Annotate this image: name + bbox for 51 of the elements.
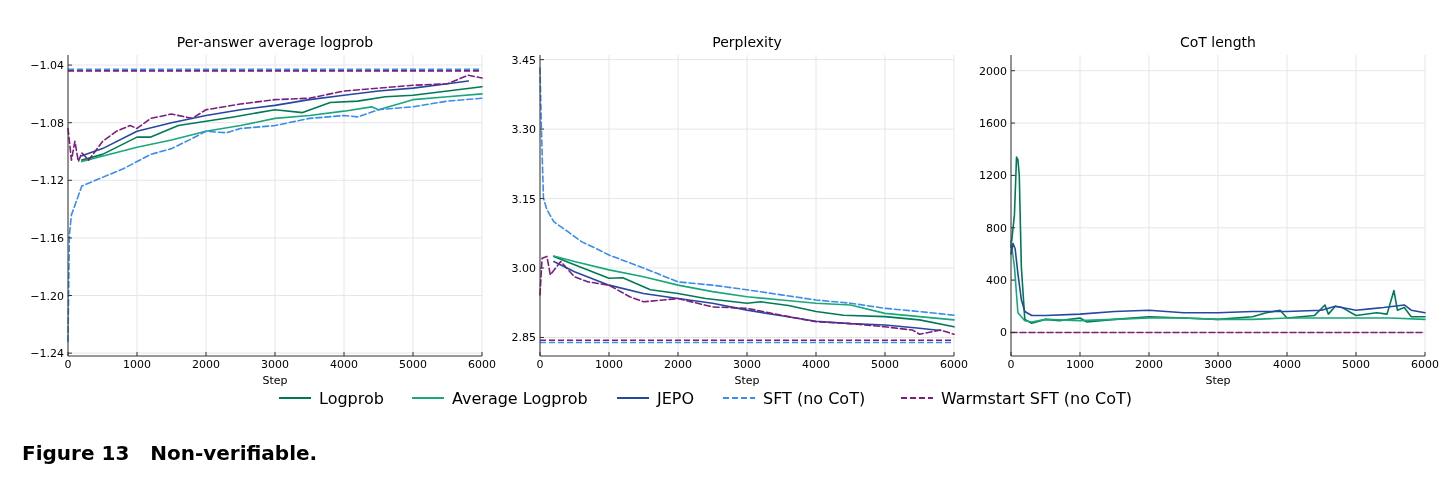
- y-tick-label: 2000: [979, 64, 1007, 78]
- legend-label: SFT (no CoT): [763, 389, 866, 408]
- y-tick-label: −1.04: [30, 59, 64, 73]
- x-tick-label: 6000: [1411, 358, 1439, 371]
- y-tick-label: 1600: [979, 117, 1007, 131]
- y-tick-label: −1.20: [30, 289, 64, 303]
- y-tick-label: 3.00: [511, 262, 536, 276]
- legend-label: Average Logprob: [452, 389, 588, 408]
- y-tick-label: −1.08: [30, 116, 64, 130]
- x-tick-label: 3000: [1204, 358, 1232, 371]
- x-tick-label: 6000: [468, 358, 496, 371]
- caption: Figure 13 Non-verifiable.: [22, 441, 318, 465]
- x-tick-label: 1000: [123, 358, 151, 371]
- y-tick-label: 800: [986, 221, 1007, 235]
- y-tick-label: 400: [986, 274, 1007, 288]
- x-tick-label: 4000: [802, 358, 830, 371]
- x-tick-label: 1000: [595, 358, 623, 371]
- legend-label: Logprob: [319, 389, 384, 408]
- y-tick-label: −1.12: [30, 174, 64, 188]
- x-tick-label: 2000: [1135, 358, 1163, 371]
- x-tick-label: 6000: [940, 358, 968, 371]
- y-tick-label: 0: [1000, 326, 1007, 340]
- legend-label: JEPO: [656, 389, 695, 408]
- chart-title: Per-answer average logprob: [176, 34, 374, 50]
- y-tick-label: 3.30: [511, 123, 536, 137]
- x-axis-title: Step: [734, 374, 760, 387]
- chart-title: Perplexity: [712, 34, 782, 50]
- x-tick-label: 2000: [664, 358, 692, 371]
- x-axis-title: Step: [262, 374, 288, 387]
- legend-label: Warmstart SFT (no CoT): [941, 389, 1133, 408]
- x-tick-label: 2000: [192, 358, 220, 371]
- x-tick-label: 3000: [261, 358, 289, 371]
- y-tick-label: 3.45: [511, 53, 536, 67]
- x-tick-label: 0: [64, 358, 72, 371]
- x-tick-label: 0: [536, 358, 544, 371]
- x-tick-label: 0: [1007, 358, 1015, 371]
- x-tick-label: 1000: [1066, 358, 1094, 371]
- chart-title: CoT length: [1180, 34, 1256, 50]
- x-tick-label: 3000: [733, 358, 761, 371]
- x-tick-label: 5000: [871, 358, 899, 371]
- line-series: [67, 74, 483, 163]
- x-tick-label: 4000: [1273, 358, 1301, 371]
- y-tick-label: 3.15: [511, 192, 536, 206]
- x-tick-label: 5000: [1342, 358, 1370, 371]
- y-tick-label: 2.85: [511, 331, 536, 345]
- y-tick-label: −1.16: [30, 231, 64, 245]
- y-tick-label: −1.24: [30, 347, 64, 361]
- x-tick-label: 5000: [399, 358, 427, 371]
- x-axis-title: Step: [1205, 374, 1231, 387]
- x-tick-label: 4000: [330, 358, 358, 371]
- y-tick-label: 1200: [979, 169, 1007, 183]
